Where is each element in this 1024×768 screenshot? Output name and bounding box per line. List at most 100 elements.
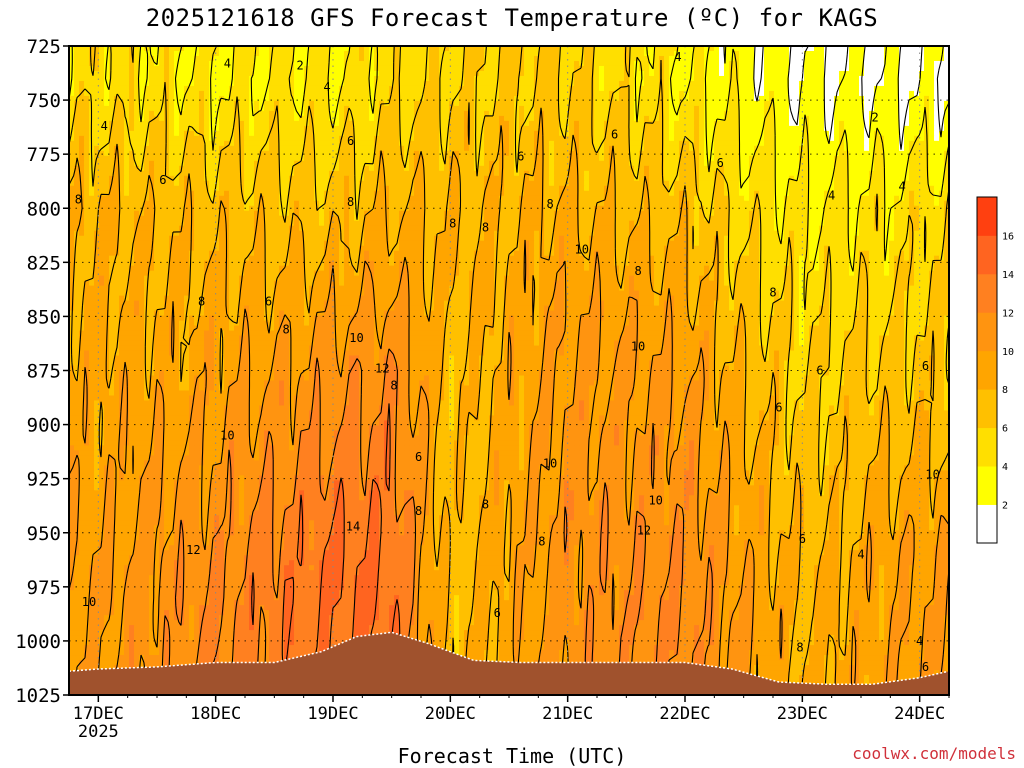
field-cell	[689, 130, 695, 137]
field-cell	[139, 150, 145, 157]
field-cell	[939, 95, 945, 102]
field-cell	[644, 145, 650, 152]
field-cell	[389, 175, 395, 182]
field-cell	[144, 60, 150, 67]
field-cell	[739, 155, 745, 162]
field-cell	[109, 70, 115, 77]
field-cell	[484, 145, 490, 152]
field-cell	[234, 75, 240, 82]
field-cell	[164, 165, 170, 172]
field-cell	[574, 55, 580, 62]
field-cell	[464, 165, 470, 172]
field-cell	[854, 115, 860, 122]
field-cell	[154, 110, 160, 117]
field-cell	[479, 50, 485, 57]
field-cell	[669, 140, 675, 147]
field-cell	[784, 110, 790, 117]
field-cell	[154, 180, 160, 187]
field-cell	[144, 65, 150, 72]
field-cell	[249, 50, 255, 57]
field-cell	[314, 165, 320, 172]
field-cell	[304, 155, 310, 162]
field-cell	[824, 170, 830, 177]
field-cell	[709, 90, 715, 97]
field-cell	[864, 55, 870, 62]
field-cell	[84, 105, 90, 112]
field-cell	[69, 80, 75, 87]
field-cell	[414, 55, 420, 62]
field-cell	[764, 70, 770, 77]
field-cell	[234, 50, 240, 57]
field-cell	[139, 155, 145, 162]
field-cell	[79, 65, 85, 72]
field-cell	[459, 55, 465, 62]
field-cell	[199, 110, 205, 117]
field-cell	[739, 46, 745, 52]
field-cell	[169, 55, 175, 62]
field-cell	[654, 80, 660, 87]
field-cell	[544, 170, 550, 177]
field-cell	[654, 120, 660, 127]
field-cell	[739, 145, 745, 152]
field-cell	[119, 55, 125, 62]
field-cell	[159, 180, 165, 187]
field-cell	[659, 150, 665, 157]
field-cell	[719, 95, 725, 102]
field-cell	[429, 75, 435, 82]
field-cell	[754, 140, 760, 147]
field-cell	[619, 160, 625, 167]
field-cell	[154, 95, 160, 102]
field-cell	[489, 55, 495, 62]
field-cell	[524, 70, 530, 77]
field-cell	[119, 170, 125, 177]
field-cell	[694, 135, 700, 142]
field-cell	[754, 85, 760, 92]
field-cell	[334, 95, 340, 102]
field-cell	[844, 130, 850, 137]
field-cell	[804, 165, 810, 172]
field-cell	[194, 85, 200, 92]
field-cell	[169, 125, 175, 132]
field-cell	[584, 75, 590, 82]
field-cell	[824, 90, 830, 97]
field-cell	[649, 180, 655, 187]
field-cell	[759, 50, 765, 57]
field-cell	[524, 155, 530, 162]
field-cell	[299, 180, 305, 187]
field-cell	[264, 165, 270, 172]
field-cell	[139, 180, 145, 187]
field-cell	[279, 145, 285, 152]
field-cell	[459, 180, 465, 187]
field-cell	[694, 50, 700, 57]
field-cell	[899, 150, 905, 157]
field-cell	[929, 80, 935, 87]
field-cell	[209, 50, 215, 57]
field-cell	[219, 46, 225, 52]
field-cell	[929, 75, 935, 82]
field-cell	[724, 165, 730, 172]
field-cell	[759, 170, 765, 177]
field-cell	[594, 155, 600, 162]
field-cell	[254, 160, 260, 167]
field-cell	[84, 125, 90, 132]
field-cell	[904, 110, 910, 117]
field-cell	[219, 100, 225, 107]
field-cell	[254, 75, 260, 82]
field-cell	[109, 115, 115, 122]
field-cell	[899, 170, 905, 177]
field-cell	[489, 110, 495, 117]
field-cell	[249, 120, 255, 127]
field-cell	[269, 180, 275, 187]
field-cell	[249, 165, 255, 172]
field-cell	[704, 180, 710, 187]
field-cell	[614, 95, 620, 102]
field-cell	[834, 115, 840, 122]
field-cell	[554, 180, 560, 187]
field-cell	[109, 65, 115, 72]
field-cell	[334, 170, 340, 177]
field-cell	[399, 100, 405, 107]
field-cell	[709, 85, 715, 92]
field-cell	[874, 155, 880, 162]
field-cell	[229, 175, 235, 182]
field-cell	[364, 95, 370, 102]
